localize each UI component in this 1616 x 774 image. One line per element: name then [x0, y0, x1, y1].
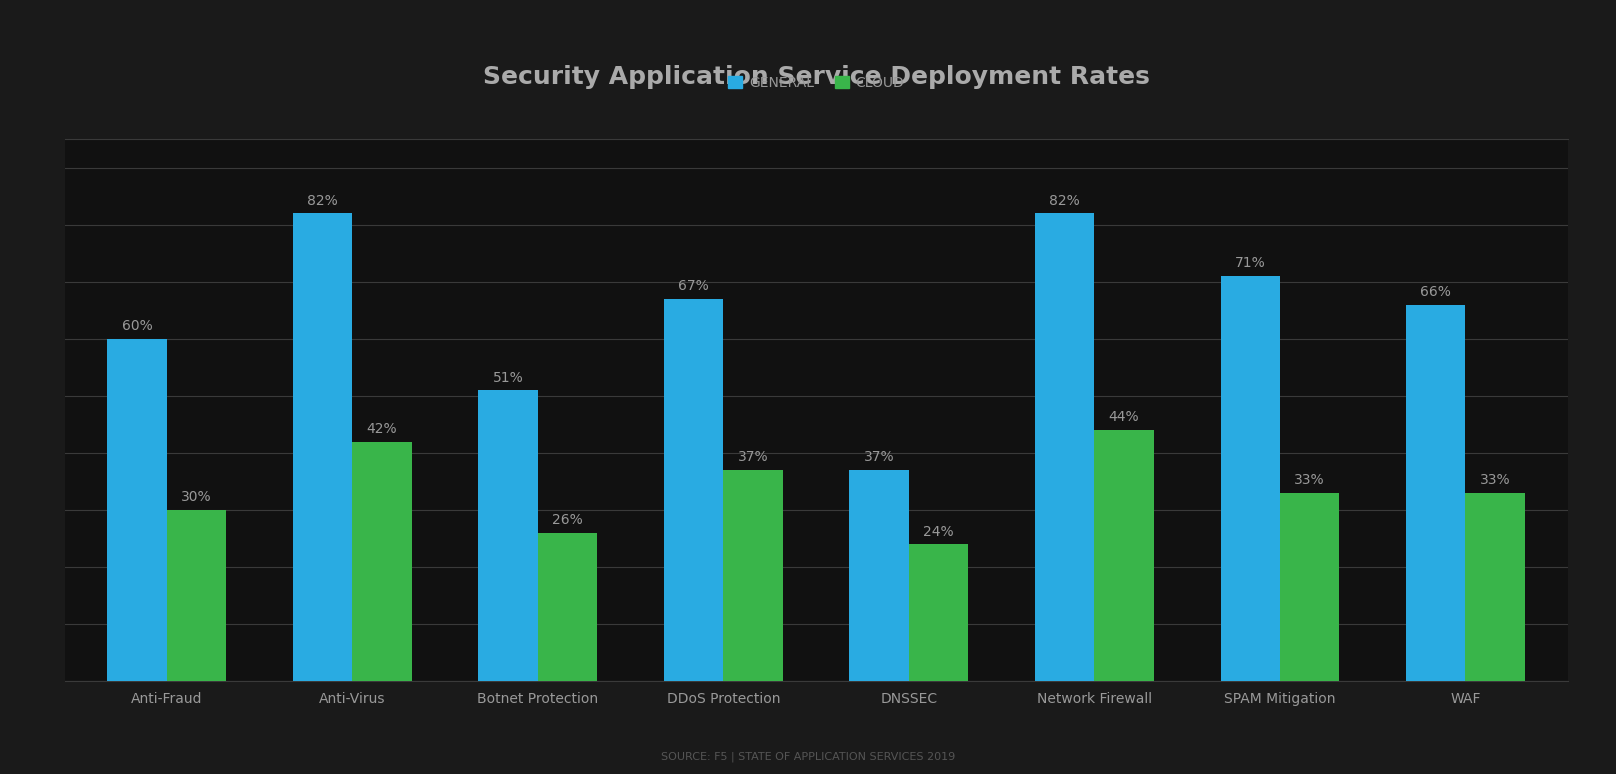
Bar — [908, 544, 968, 681]
Text: 42%: 42% — [367, 422, 398, 436]
Text: 30%: 30% — [181, 490, 212, 505]
Bar — [724, 470, 782, 681]
Text: 60%: 60% — [121, 319, 152, 334]
Text: 82%: 82% — [1049, 194, 1079, 207]
Legend: GENERAL, CLOUD: GENERAL, CLOUD — [727, 76, 905, 90]
Bar — [292, 214, 352, 681]
Bar — [478, 390, 538, 681]
Text: 37%: 37% — [865, 450, 895, 464]
Text: 51%: 51% — [493, 371, 524, 385]
Text: SOURCE: F5 | STATE OF APPLICATION SERVICES 2019: SOURCE: F5 | STATE OF APPLICATION SERVIC… — [661, 752, 955, 762]
Bar — [1466, 493, 1526, 681]
Bar — [1034, 214, 1094, 681]
Text: 33%: 33% — [1480, 473, 1511, 487]
Text: 44%: 44% — [1109, 410, 1139, 424]
Bar — [1280, 493, 1340, 681]
Bar — [107, 339, 166, 681]
Bar — [1406, 305, 1466, 681]
Bar — [1094, 430, 1154, 681]
Text: 71%: 71% — [1235, 256, 1265, 270]
Text: 82%: 82% — [307, 194, 338, 207]
Bar — [1220, 276, 1280, 681]
Title: Security Application Service Deployment Rates: Security Application Service Deployment … — [483, 65, 1149, 89]
Bar — [664, 299, 724, 681]
Bar — [850, 470, 908, 681]
Bar — [538, 533, 598, 681]
Bar — [352, 442, 412, 681]
Text: 67%: 67% — [679, 279, 709, 293]
Text: 24%: 24% — [923, 525, 953, 539]
Text: 66%: 66% — [1420, 285, 1451, 299]
Bar — [166, 510, 226, 681]
Text: 33%: 33% — [1294, 473, 1325, 487]
Text: 26%: 26% — [553, 513, 583, 527]
Text: 37%: 37% — [737, 450, 768, 464]
